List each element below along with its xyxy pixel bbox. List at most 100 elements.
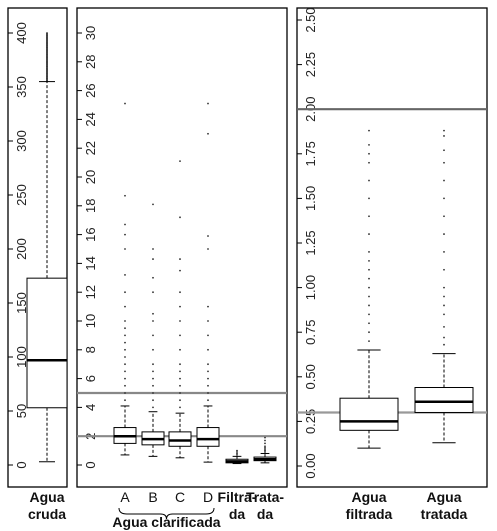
y-tick-label: 22 — [83, 141, 98, 155]
x-tick-label: Trata- — [246, 489, 284, 505]
y-tick-label: 24 — [83, 112, 98, 126]
y-tick-label: 4 — [83, 404, 98, 411]
outlier-point — [179, 370, 181, 373]
outlier-point — [152, 363, 154, 366]
outlier-point — [207, 370, 209, 373]
group-brace — [118, 507, 215, 520]
outlier-point — [152, 312, 154, 315]
outlier-point — [124, 377, 126, 380]
outlier-point — [152, 291, 154, 294]
outlier-point — [264, 448, 266, 451]
outlier-point — [152, 276, 154, 279]
outlier-point — [443, 161, 445, 164]
y-tick-label: 350 — [14, 76, 29, 98]
group-label: Agua clarificada — [112, 514, 220, 530]
outlier-point — [152, 248, 154, 250]
outlier-point — [443, 268, 445, 271]
outlier-point — [264, 446, 266, 449]
outlier-point — [124, 102, 126, 105]
outlier-point — [152, 203, 154, 206]
y-tick-label: 8 — [83, 346, 98, 353]
outlier-point — [368, 286, 370, 289]
outlier-point — [179, 320, 181, 322]
x-tick-label: Agua — [352, 489, 387, 505]
y-tick-label: 1.50 — [303, 186, 318, 211]
outlier-point — [179, 406, 181, 409]
y-tick-label: 200 — [14, 238, 29, 260]
x-tick-label: da — [257, 506, 274, 522]
outlier-point — [368, 197, 370, 200]
outlier-point — [236, 449, 238, 452]
outlier-point — [152, 399, 154, 402]
y-tick-label: 18 — [83, 199, 98, 213]
outlier-point — [368, 129, 370, 132]
outlier-point — [236, 451, 238, 453]
outlier-point — [368, 313, 370, 316]
outlier-point — [124, 233, 126, 236]
outlier-point — [124, 348, 126, 351]
outlier-point — [236, 452, 238, 455]
outlier-point — [179, 269, 181, 272]
y-tick-label: 0.75 — [303, 320, 318, 345]
y-tick-label: 0.00 — [303, 453, 318, 478]
outlier-point — [179, 399, 181, 402]
box-rect — [339, 397, 399, 431]
outlier-point — [368, 215, 370, 218]
box-1: B — [141, 203, 165, 505]
outlier-point — [179, 258, 181, 260]
outlier-point — [152, 258, 154, 260]
x-tick-label: D — [203, 489, 213, 505]
outlier-point — [368, 268, 370, 271]
y-tick-label: 30 — [83, 26, 98, 40]
outlier-point — [207, 248, 209, 250]
outlier-point — [368, 233, 370, 235]
x-tick-label: Agua — [427, 489, 462, 505]
outlier-point — [264, 442, 266, 445]
outlier-point — [179, 392, 181, 394]
outlier-point — [443, 149, 445, 152]
outlier-point — [152, 384, 154, 387]
outlier-point — [124, 248, 126, 250]
outlier-point — [124, 327, 126, 330]
box-rect — [168, 431, 192, 447]
outlier-point — [124, 384, 126, 387]
x-tick-label: tratada — [421, 506, 468, 522]
outlier-point — [443, 286, 445, 289]
y-tick-label: 28 — [83, 55, 98, 69]
outlier-point — [207, 334, 209, 337]
y-tick-label: 250 — [14, 184, 29, 206]
y-tick-label: 0 — [83, 461, 98, 468]
outlier-point — [124, 223, 126, 226]
outlier-point — [124, 334, 126, 337]
outlier-point — [207, 392, 209, 394]
outlier-point — [179, 384, 181, 387]
outlier-point — [368, 179, 370, 182]
outlier-point — [368, 331, 370, 334]
x-tick-label: A — [120, 489, 130, 505]
outlier-point — [207, 320, 209, 322]
outlier-point — [368, 340, 370, 343]
outlier-point — [443, 179, 445, 182]
box-0: A — [113, 102, 137, 505]
outlier-point — [124, 291, 126, 294]
y-tick-label: 150 — [14, 292, 29, 314]
y-tick-label: 1.25 — [303, 230, 318, 255]
outlier-point — [443, 336, 445, 339]
outlier-point — [368, 152, 370, 155]
y-tick-label: 0 — [14, 461, 29, 468]
outlier-point — [368, 277, 370, 280]
outlier-point — [124, 392, 126, 394]
outlier-point — [179, 216, 181, 219]
outlier-point — [124, 341, 126, 344]
outlier-point — [368, 322, 370, 325]
panel-frame — [7, 7, 68, 488]
outlier-point — [443, 295, 445, 298]
outlier-point — [368, 295, 370, 298]
outlier-point — [179, 305, 181, 308]
outlier-point — [124, 320, 126, 322]
outlier-point — [264, 445, 266, 448]
box-2: C — [168, 160, 192, 505]
